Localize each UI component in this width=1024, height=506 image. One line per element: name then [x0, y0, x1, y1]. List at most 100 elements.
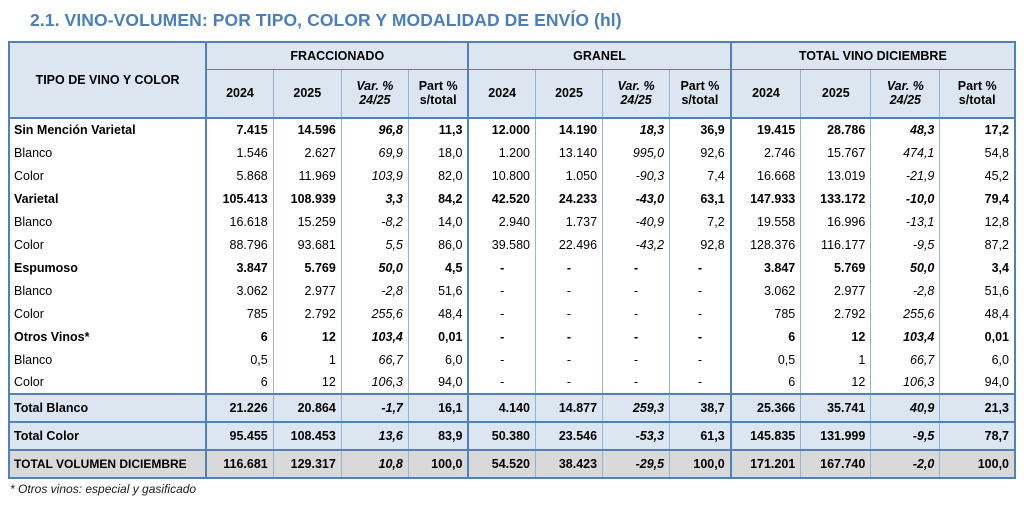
cell: 785 — [205, 302, 274, 325]
group-header-fraccionado: FRACCIONADO — [205, 42, 469, 70]
cell: - — [669, 348, 731, 371]
cell: 92,8 — [669, 233, 731, 256]
cell: 5,5 — [340, 233, 409, 256]
cell: 13.019 — [800, 164, 871, 187]
cell: 18,3 — [602, 118, 670, 141]
cell: 51,6 — [407, 279, 469, 302]
cell: 0,01 — [407, 325, 469, 348]
page-title: 2.1. VINO-VOLUMEN: POR TIPO, COLOR Y MOD… — [30, 10, 622, 30]
cell: 10,8 — [340, 449, 409, 478]
cell: -13,1 — [870, 210, 940, 233]
cell: 2.792 — [272, 302, 342, 325]
cell: - — [534, 256, 603, 279]
cell: 21,3 — [939, 393, 1015, 422]
cell: 1 — [272, 348, 342, 371]
row-label: Blanco — [14, 214, 53, 229]
cell: 6 — [729, 371, 801, 394]
cell: 50.380 — [467, 421, 536, 450]
cell: - — [467, 325, 536, 348]
table-row: Color 88.796 93.681 5,5 86,0 39.580 22.496 -43,… — [9, 233, 1015, 256]
cell: 5.868 — [205, 164, 274, 187]
row-label: Total Blanco — [9, 393, 207, 422]
cell: 16.618 — [205, 210, 274, 233]
cell: -29,5 — [602, 449, 670, 478]
wine-volume-table: TIPO DE VINO Y COLOR FRACCIONADO GRANEL … — [8, 41, 1016, 479]
cell: -2,8 — [340, 279, 409, 302]
cell: 16,1 — [407, 393, 469, 422]
cell: 255,6 — [870, 302, 940, 325]
cell: 2.977 — [272, 279, 342, 302]
table-row: Total Color 95.455 108.453 13,6 83,9 50.380 23… — [9, 421, 1015, 450]
table-row: Otros Vinos* 6 12 103,4 0,01- - - -6 12 103,4 0,01 — [9, 325, 1015, 348]
cell: 105.413 — [205, 187, 274, 210]
cell: 2.627 — [272, 141, 342, 164]
column-header-var: Var. % 24/25 — [870, 69, 940, 119]
cell: 6,0 — [407, 348, 469, 371]
cell: 171.201 — [729, 449, 801, 478]
cell: 1.737 — [534, 210, 603, 233]
column-header-var: Var. % 24/25 — [602, 69, 670, 119]
cell: -8,2 — [340, 210, 409, 233]
cell: 14,0 — [407, 210, 469, 233]
cell: -90,3 — [602, 164, 670, 187]
cell: 1 — [800, 348, 871, 371]
cell: 0,5 — [729, 348, 801, 371]
column-header-2024: 2024 — [729, 69, 801, 119]
cell: 108.453 — [272, 421, 342, 450]
cell: 785 — [729, 302, 801, 325]
cell: 106,3 — [870, 371, 940, 394]
cell: 3.847 — [729, 256, 801, 279]
column-header-2024: 2024 — [467, 69, 536, 119]
row-label: Total Color — [9, 421, 207, 450]
table-row: Total Blanco 21.226 20.864 -1,7 16,1 4.140 14.… — [9, 393, 1015, 422]
cell: 10.800 — [467, 164, 536, 187]
cell: 66,7 — [340, 348, 409, 371]
table-row: Blanco 16.618 15.259 -8,2 14,0 2.940 1.737 -40,… — [9, 210, 1015, 233]
row-label: Blanco — [14, 145, 53, 160]
cell: 14.877 — [534, 393, 603, 422]
table-row: Varietal 105.413 108.939 3,3 84,2 42.520 24.23… — [9, 187, 1015, 210]
cell: 48,3 — [870, 118, 940, 141]
group-header-granel: GRANEL — [467, 42, 731, 70]
cell: - — [467, 302, 536, 325]
column-header-2025: 2025 — [534, 69, 603, 119]
cell: 2.977 — [800, 279, 871, 302]
cell: 6 — [729, 325, 801, 348]
cell: 12 — [272, 371, 342, 394]
cell: -40,9 — [602, 210, 670, 233]
row-label: Espumoso — [14, 260, 78, 275]
cell: - — [669, 279, 731, 302]
cell: 3,4 — [939, 256, 1015, 279]
cell: 7,4 — [669, 164, 731, 187]
cell: 36,9 — [669, 118, 731, 141]
row-label: Color — [14, 168, 44, 183]
cell: 5.769 — [272, 256, 342, 279]
cell: - — [467, 348, 536, 371]
column-header-part: Part % s/total — [407, 69, 469, 119]
cell: 1.200 — [467, 141, 536, 164]
row-label: Color — [14, 306, 44, 321]
table-row: Color 5.868 11.969 103,9 82,0 10.800 1.050 -90,… — [9, 164, 1015, 187]
cell: 28.786 — [800, 118, 871, 141]
cell: 11.969 — [272, 164, 342, 187]
cell: - — [669, 256, 731, 279]
row-label: Otros Vinos* — [14, 329, 90, 344]
cell: 19.415 — [729, 118, 801, 141]
cell: 1.050 — [534, 164, 603, 187]
cell: 11,3 — [407, 118, 469, 141]
column-header-2024: 2024 — [205, 69, 274, 119]
cell: 103,9 — [340, 164, 409, 187]
footnote: * Otros vinos: especial y gasificado — [10, 482, 197, 496]
row-label: Color — [14, 375, 44, 389]
cell: -43,0 — [602, 187, 670, 210]
table-body: Sin Mención Varietal 7.415 14.596 96,8 11,3 1… — [9, 118, 1015, 478]
cell: 69,9 — [340, 141, 409, 164]
cell: - — [534, 348, 603, 371]
table-row: TOTAL VOLUMEN DICIEMBRE 116.681 129.317 10,… — [9, 449, 1015, 478]
row-label: Blanco — [14, 352, 53, 367]
cell: 259,3 — [602, 393, 670, 422]
cell: -53,3 — [602, 421, 670, 450]
cell: 83,9 — [407, 421, 469, 450]
cell: 12.000 — [467, 118, 536, 141]
cell: 5.769 — [800, 256, 871, 279]
